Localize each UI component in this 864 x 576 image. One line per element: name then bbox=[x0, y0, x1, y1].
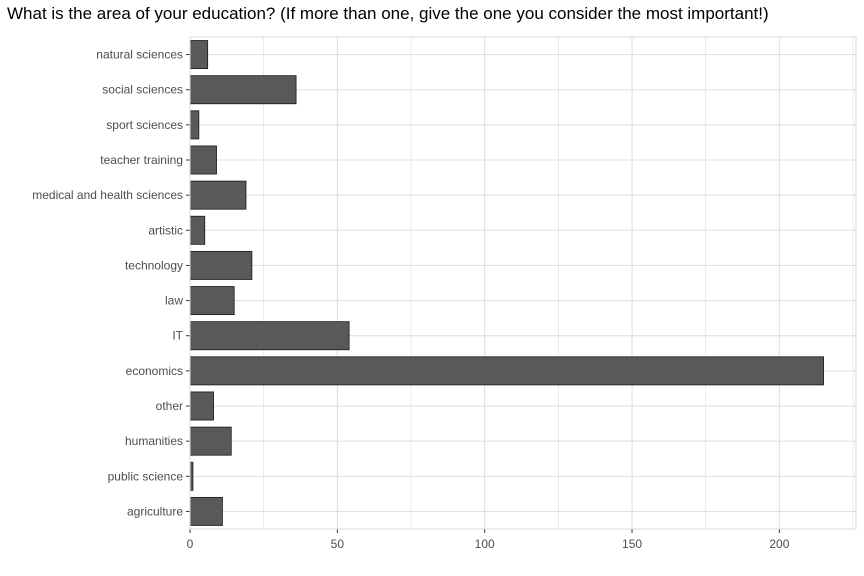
category-label: IT bbox=[172, 329, 183, 343]
category-labels: natural sciences social sciences sport sci… bbox=[32, 48, 190, 518]
category-label: teacher training bbox=[100, 153, 183, 167]
bar-law bbox=[189, 286, 235, 316]
category-label: social sciences bbox=[102, 83, 183, 97]
bar-natural-sciences bbox=[189, 40, 209, 70]
grid-lines bbox=[189, 37, 856, 529]
category-label: technology bbox=[125, 258, 183, 272]
bar-it bbox=[189, 321, 350, 351]
category-label: natural sciences bbox=[96, 48, 183, 62]
category-label: agriculture bbox=[127, 504, 183, 518]
bar-medical-and-health-sciences bbox=[189, 180, 247, 210]
category-label: humanities bbox=[125, 434, 183, 448]
category-label: other bbox=[156, 399, 183, 413]
category-label: artistic bbox=[148, 223, 183, 237]
x-tick-label: 50 bbox=[331, 537, 345, 551]
category-label: economics bbox=[126, 364, 183, 378]
bar-sport-sciences bbox=[189, 110, 200, 140]
bar-artistic bbox=[189, 215, 206, 245]
plot-panel-border bbox=[189, 36, 857, 530]
bar-social-sciences bbox=[189, 75, 297, 105]
bar-humanities bbox=[189, 426, 232, 456]
x-axis-tick-labels: 0 50 100 150 200 bbox=[187, 529, 790, 551]
category-label: law bbox=[165, 294, 183, 308]
bar-teacher-training bbox=[189, 145, 217, 175]
bar-other bbox=[189, 391, 214, 421]
bars bbox=[189, 40, 824, 526]
category-label: sport sciences bbox=[106, 118, 183, 132]
x-tick-label: 200 bbox=[769, 537, 789, 551]
bar-economics bbox=[189, 356, 824, 386]
bar-technology bbox=[189, 250, 253, 280]
chart-title: What is the area of your education? (If … bbox=[7, 4, 769, 23]
x-tick-label: 0 bbox=[187, 537, 194, 551]
x-tick-label: 150 bbox=[622, 537, 642, 551]
bar-agriculture bbox=[189, 496, 223, 526]
category-label: public science bbox=[108, 469, 184, 483]
x-tick-label: 100 bbox=[475, 537, 495, 551]
category-label: medical and health sciences bbox=[32, 188, 183, 202]
